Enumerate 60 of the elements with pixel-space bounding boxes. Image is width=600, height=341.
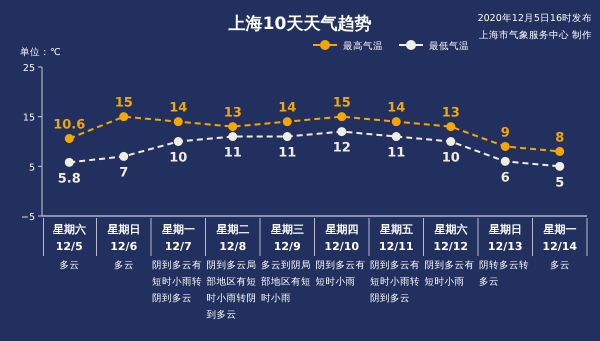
point [555, 162, 564, 171]
data-label: 8 [555, 130, 564, 146]
text: 上海市气象服务中心 制作 [478, 29, 592, 41]
y-tick-label: 25 [22, 63, 35, 74]
point [337, 127, 346, 136]
data-label: 12 [332, 140, 351, 156]
point [228, 132, 238, 142]
x-tick-label: 星期一 12/7 阴到多云有短时小雨转阴到多云 [152, 223, 202, 304]
x-tick-label: 星期日 12/13 阴转多云转多云 [479, 223, 529, 288]
point [174, 117, 183, 126]
x-tick-label: 星期四 12/10 阴到多云有短时小雨 [316, 223, 366, 288]
point [555, 146, 564, 156]
y-tick-label: 5 [28, 162, 35, 174]
point [446, 137, 456, 146]
point [64, 158, 74, 167]
data-label: 14 [169, 100, 188, 116]
x-tick-label: 星期六 12/5 多云 [52, 223, 86, 271]
y-axis-title: 单位：℃ [20, 46, 61, 58]
x-tick-label: 星期二 12/8 阴到多云局部地区有短时小雨转阴到多云 [206, 223, 256, 320]
point [228, 122, 238, 132]
data-label: 6 [500, 170, 510, 186]
point [500, 156, 510, 166]
point [392, 117, 401, 126]
data-label: 11 [387, 146, 406, 161]
chart-title: 上海10天天气趋势 [228, 14, 372, 34]
data-label: 7 [119, 165, 128, 180]
data-label: 14 [278, 100, 296, 116]
data-label: 5.8 [58, 171, 81, 186]
data-label: 15 [114, 96, 133, 111]
data-label: 15 [332, 96, 351, 111]
x-tick-label: 星期六 12/12 阴到多云有短时小雨 [424, 223, 474, 288]
data-label: 5 [555, 175, 564, 190]
x-tick-label: 星期三 12/9 多云到阴局部地区有短时小雨 [261, 223, 311, 304]
x-tick-label: 星期一 12/14 多云 [542, 223, 578, 271]
point [282, 132, 292, 142]
data-label: 11 [224, 146, 242, 161]
legend-label: 最高气温 [343, 40, 383, 52]
data-label: 10.6 [53, 118, 86, 133]
point [337, 112, 346, 122]
data-label: 10 [169, 150, 188, 166]
x-tick-label: 星期五 12/11 阴到多云有短时小雨转阴到多云 [370, 223, 420, 304]
y-tick-label: 15 [22, 112, 35, 124]
data-label: 13 [442, 106, 460, 121]
point [119, 152, 128, 161]
point [174, 137, 183, 146]
point [446, 122, 456, 132]
data-label: 9 [500, 125, 510, 140]
point [500, 142, 510, 151]
data-label: 10 [442, 150, 460, 166]
text: 2020年12月5日16时发布 [478, 12, 592, 24]
y-tick-label: −5 [20, 212, 35, 223]
legend-label: 最低气温 [429, 40, 469, 52]
point [282, 117, 292, 126]
point [119, 112, 128, 122]
data-label: 13 [224, 106, 242, 121]
point [64, 134, 74, 144]
point [392, 132, 401, 142]
data-label: 11 [278, 146, 296, 161]
data-label: 14 [387, 100, 406, 116]
x-tick-label: 星期日 12/6 多云 [106, 223, 140, 271]
